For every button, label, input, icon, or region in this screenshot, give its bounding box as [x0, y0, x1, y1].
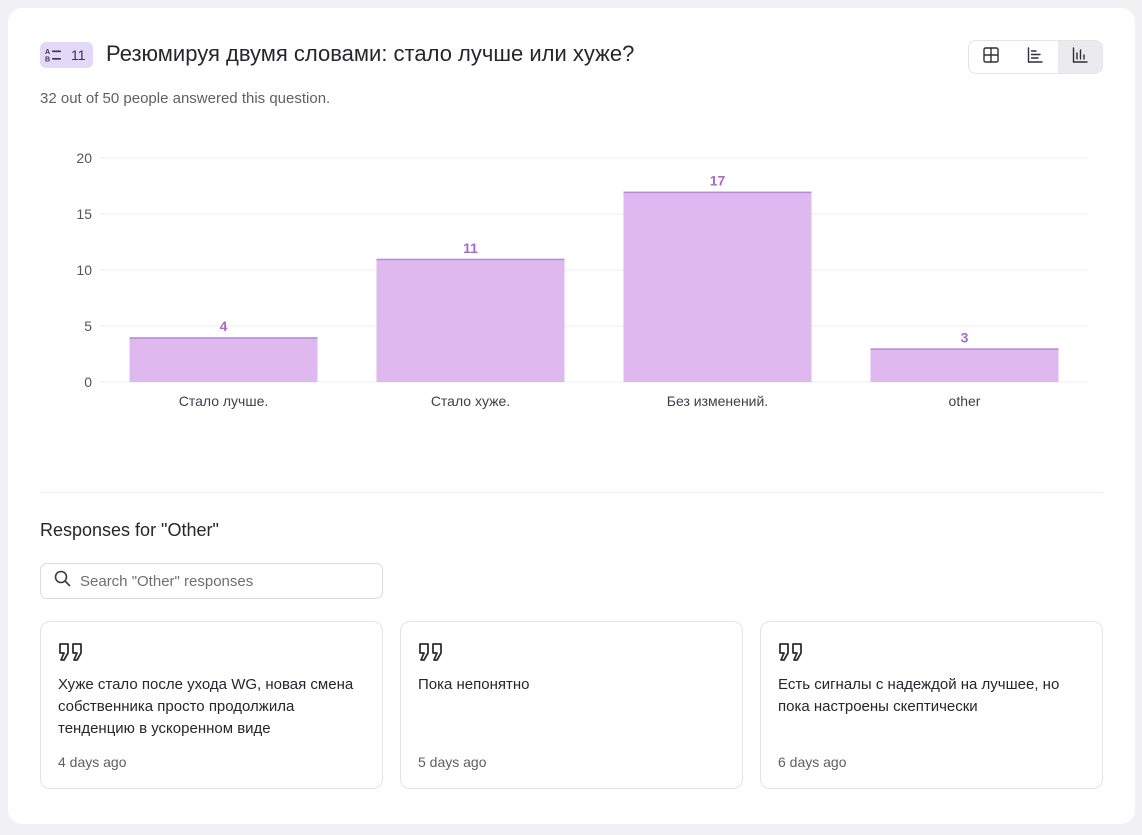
- response-time: 6 days ago: [778, 754, 847, 770]
- bar: [129, 337, 318, 382]
- y-tick-label: 10: [76, 262, 92, 278]
- section-divider: [40, 492, 1103, 493]
- x-tick-label: Без изменений.: [667, 393, 768, 409]
- svg-text:A: A: [45, 49, 50, 56]
- response-text: Есть сигналы с надеждой на лучшее, но по…: [778, 676, 1060, 715]
- question-number: 11: [71, 47, 86, 63]
- bar: [376, 258, 565, 382]
- question-number-badge: A B 11: [40, 42, 93, 68]
- quote-icon: [58, 642, 84, 667]
- quote-icon: [778, 642, 804, 667]
- response-text: Хуже стало после ухода WG, новая смена с…: [58, 676, 354, 737]
- bar-chart-icon: [1072, 46, 1088, 68]
- search-icon: [54, 570, 71, 592]
- response-text: Пока непонятно: [418, 676, 530, 693]
- x-tick-label: Стало хуже.: [431, 393, 510, 409]
- bar-value-label: 4: [220, 318, 228, 334]
- y-tick-label: 20: [76, 150, 92, 166]
- x-tick-label: Стало лучше.: [179, 393, 269, 409]
- question-card: A B 11 Резюмируя двумя словами: стало лу…: [8, 8, 1135, 824]
- bar-value-label: 3: [961, 329, 969, 345]
- svg-text:B: B: [45, 57, 50, 63]
- answered-count-text: 32 out of 50 people answered this questi…: [40, 90, 331, 107]
- multiple-choice-icon: A B: [45, 48, 62, 62]
- bar: [623, 191, 812, 382]
- question-title: Резюмируя двумя словами: стало лучше или…: [106, 41, 635, 66]
- response-time: 4 days ago: [58, 754, 127, 770]
- view-toggle: [968, 40, 1103, 74]
- y-tick-label: 15: [76, 206, 92, 222]
- bar-value-label: 17: [710, 173, 726, 189]
- other-responses-heading: Responses for "Other": [40, 520, 219, 540]
- quote-icon: [418, 642, 444, 667]
- bar-chart: 0 5 10 15 20 4 Стало лучше. 11 Стало хуже. 17 Без …: [76, 150, 1088, 409]
- table-icon: [983, 46, 999, 68]
- table-view-button[interactable]: [969, 41, 1013, 73]
- other-search-input[interactable]: [80, 572, 360, 590]
- bar: [870, 348, 1059, 382]
- other-search-box[interactable]: [40, 563, 383, 599]
- response-card: Хуже стало после ухода WG, новая смена с…: [40, 621, 383, 789]
- response-card: Пока непонятно 5 days ago: [400, 621, 743, 789]
- y-tick-label: 5: [84, 318, 92, 334]
- response-card: Есть сигналы с надеждой на лучшее, но по…: [760, 621, 1103, 789]
- list-chart-view-button[interactable]: [1013, 41, 1057, 73]
- y-tick-label: 0: [84, 374, 92, 390]
- x-tick-label: other: [949, 393, 981, 409]
- bar-value-label: 11: [463, 240, 478, 256]
- list-chart-icon: [1027, 46, 1044, 68]
- response-time: 5 days ago: [418, 754, 487, 770]
- bar-chart-view-button[interactable]: [1057, 41, 1102, 73]
